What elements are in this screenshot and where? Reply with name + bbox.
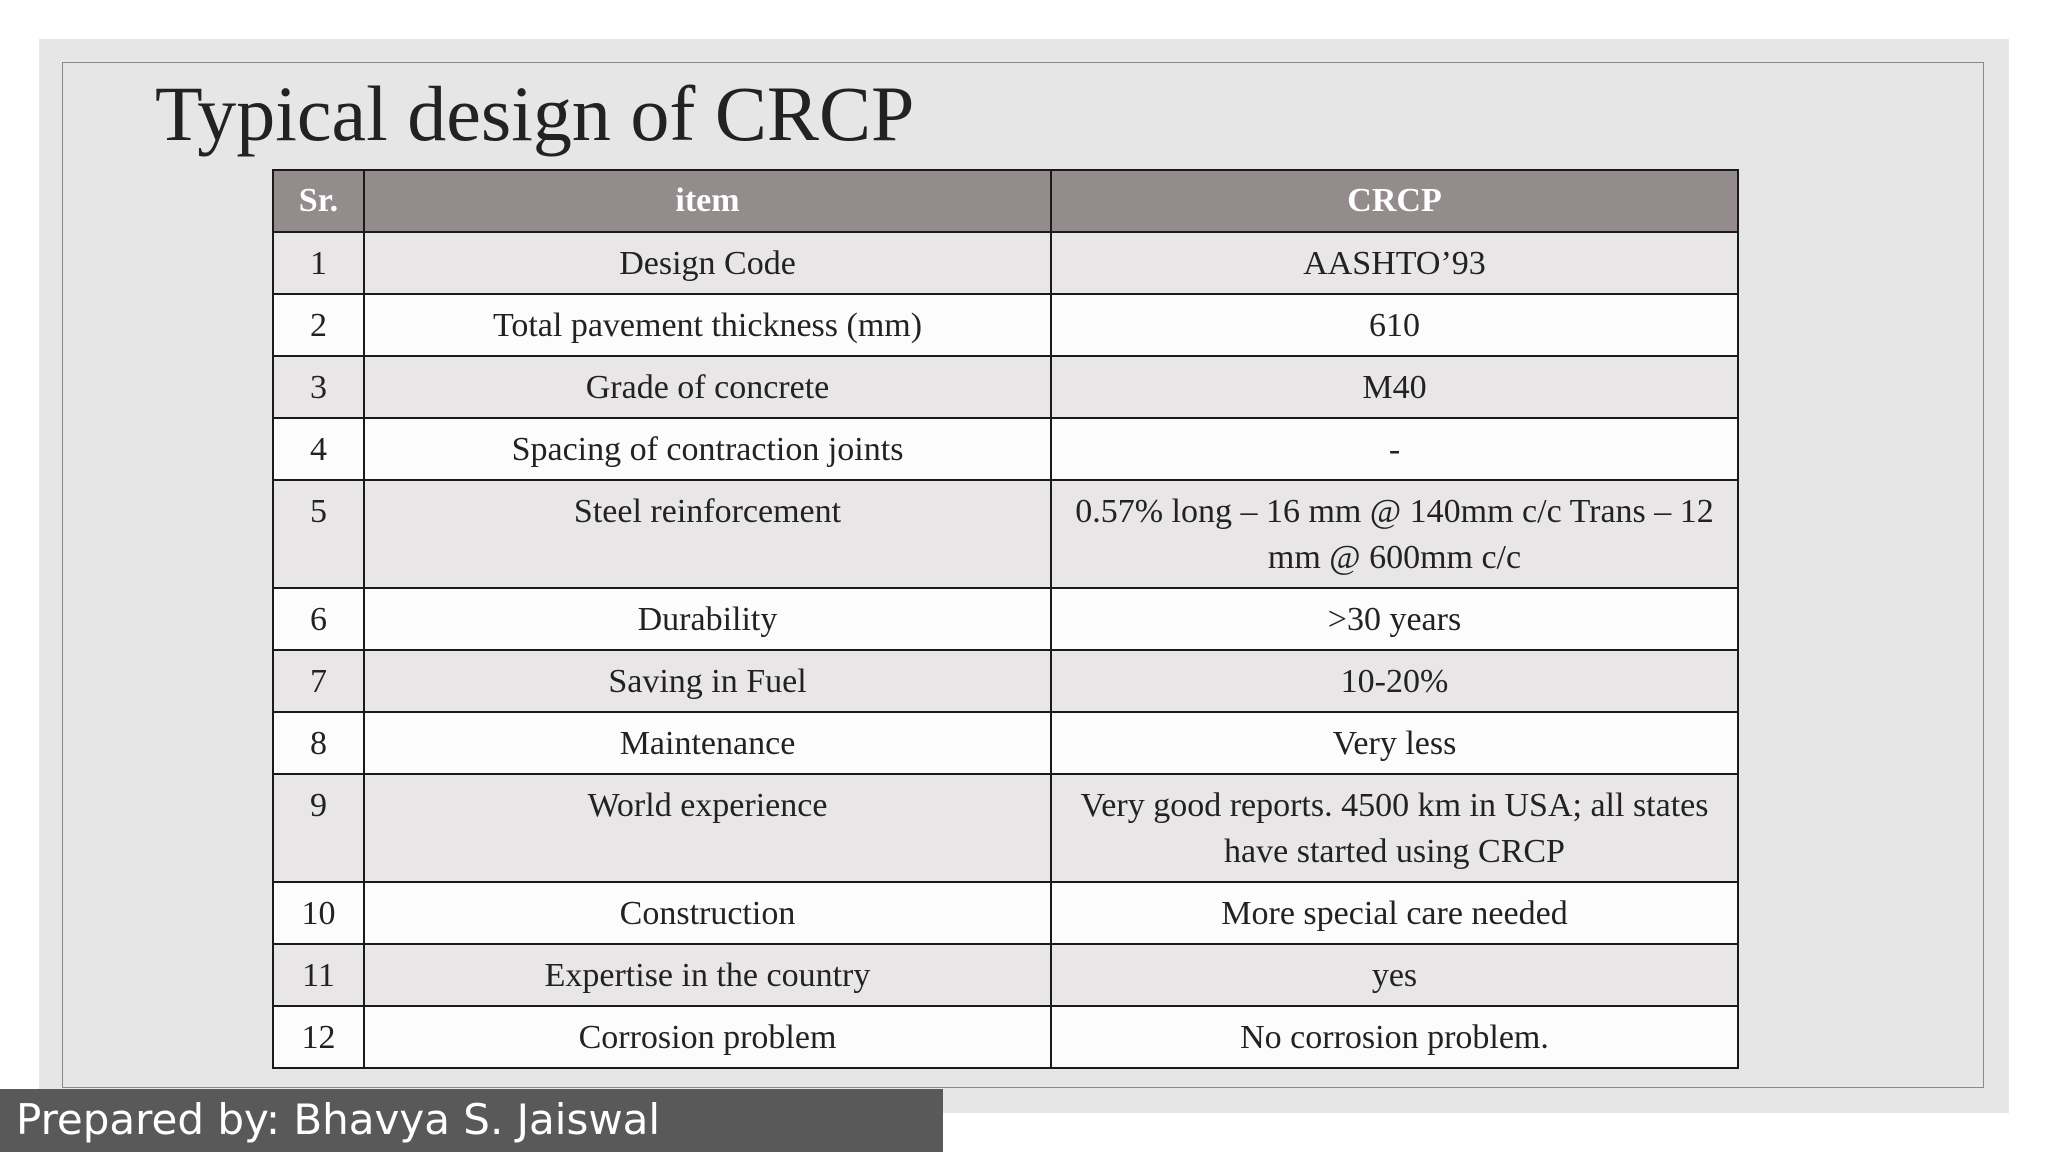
row-crcp: Very less	[1050, 711, 1739, 775]
row-crcp: No corrosion problem.	[1050, 1005, 1739, 1069]
row-sr: 9	[272, 773, 365, 883]
row-item: Spacing of contraction joints	[363, 417, 1052, 481]
footer-bar: Prepared by: Bhavya S. Jaiswal	[0, 1089, 943, 1152]
row-crcp: yes	[1050, 943, 1739, 1007]
row-item: Construction	[363, 881, 1052, 945]
row-sr: 11	[272, 943, 365, 1007]
header-crcp: CRCP	[1050, 169, 1739, 233]
row-sr: 3	[272, 355, 365, 419]
row-crcp: AASHTO’93	[1050, 231, 1739, 295]
row-crcp: 610	[1050, 293, 1739, 357]
table-row: 4 Spacing of contraction joints -	[272, 417, 1739, 481]
table-row: 12 Corrosion problem No corrosion proble…	[272, 1005, 1739, 1069]
row-item: Steel reinforcement	[363, 479, 1052, 589]
header-sr: Sr.	[272, 169, 365, 233]
row-item: Design Code	[363, 231, 1052, 295]
row-sr: 10	[272, 881, 365, 945]
header-item: item	[363, 169, 1052, 233]
row-item: Durability	[363, 587, 1052, 651]
row-crcp: -	[1050, 417, 1739, 481]
table-row: 8 Maintenance Very less	[272, 711, 1739, 775]
row-sr: 6	[272, 587, 365, 651]
table-header-row: Sr. item CRCP	[272, 169, 1739, 233]
row-sr: 4	[272, 417, 365, 481]
slide-frame	[62, 62, 1984, 1088]
row-sr: 12	[272, 1005, 365, 1069]
row-crcp: More special care needed	[1050, 881, 1739, 945]
table-row: 1 Design Code AASHTO’93	[272, 231, 1739, 295]
table-row: 11 Expertise in the country yes	[272, 943, 1739, 1007]
row-sr: 8	[272, 711, 365, 775]
row-item: World experience	[363, 773, 1052, 883]
table-row: 10 Construction More special care needed	[272, 881, 1739, 945]
table-row: 2 Total pavement thickness (mm) 610	[272, 293, 1739, 357]
row-item: Grade of concrete	[363, 355, 1052, 419]
table-row: 5 Steel reinforcement 0.57% long – 16 mm…	[272, 479, 1739, 589]
crcp-design-table: Sr. item CRCP 1 Design Code AASHTO’93 2 …	[272, 169, 1739, 1069]
row-sr: 2	[272, 293, 365, 357]
row-item: Total pavement thickness (mm)	[363, 293, 1052, 357]
footer-credit: Prepared by: Bhavya S. Jaiswal	[16, 1095, 661, 1144]
row-crcp: 10-20%	[1050, 649, 1739, 713]
row-item: Expertise in the country	[363, 943, 1052, 1007]
table-row: 9 World experience Very good reports. 45…	[272, 773, 1739, 883]
row-sr: 5	[272, 479, 365, 589]
table-row: 3 Grade of concrete M40	[272, 355, 1739, 419]
row-sr: 1	[272, 231, 365, 295]
table-row: 7 Saving in Fuel 10-20%	[272, 649, 1739, 713]
table-row: 6 Durability >30 years	[272, 587, 1739, 651]
row-crcp: M40	[1050, 355, 1739, 419]
row-crcp: >30 years	[1050, 587, 1739, 651]
row-item: Maintenance	[363, 711, 1052, 775]
row-item: Saving in Fuel	[363, 649, 1052, 713]
row-crcp: 0.57% long – 16 mm @ 140mm c/c Trans – 1…	[1050, 479, 1739, 589]
row-crcp: Very good reports. 4500 km in USA; all s…	[1050, 773, 1739, 883]
row-item: Corrosion problem	[363, 1005, 1052, 1069]
row-sr: 7	[272, 649, 365, 713]
slide-title: Typical design of CRCP	[155, 70, 915, 157]
